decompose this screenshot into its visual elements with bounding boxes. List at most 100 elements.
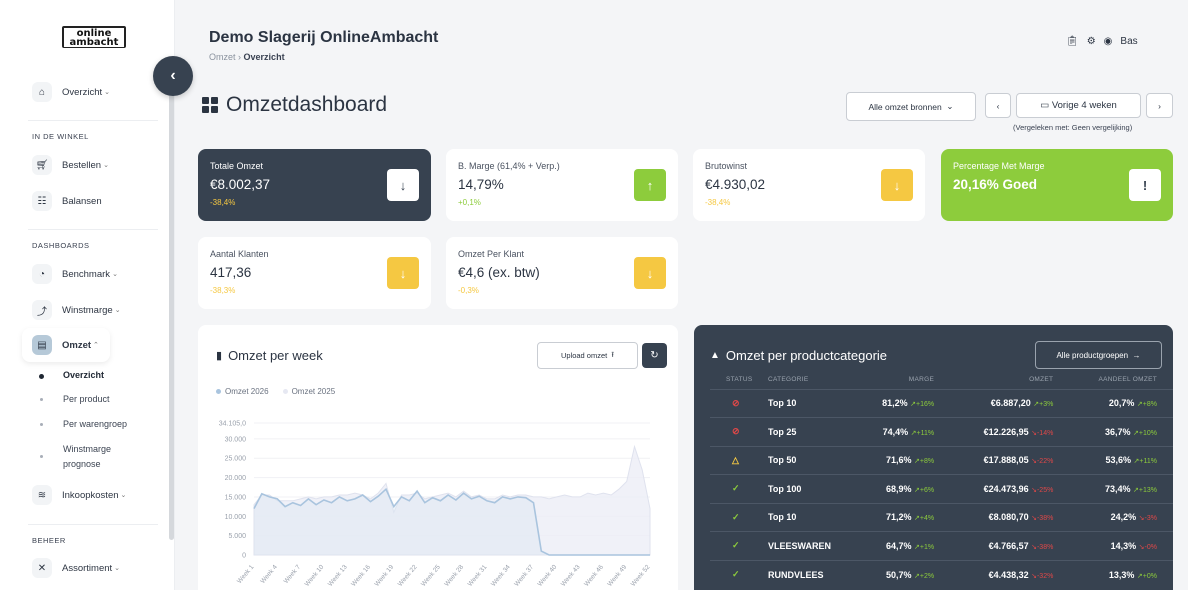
utensils-icon: ✕	[32, 558, 52, 578]
kpi-change: -38,4%	[210, 198, 236, 207]
clipboard-icon[interactable]: 📋︎	[1066, 36, 1079, 47]
kpi-card-revenue-per-customer[interactable]: Omzet Per Klant €4,6 (ex. btw) -0,3% ↓	[446, 237, 678, 309]
sidebar-item-benchmark[interactable]: ◔ Benchmark ⌄	[32, 264, 118, 284]
x-tick-label: Week 4	[259, 563, 279, 585]
change-indicator: ↗+6%	[914, 486, 935, 494]
logo-line1: online	[76, 28, 112, 39]
sidebar-item-revenue-inner: ▤ Omzet ⌃	[32, 335, 99, 355]
kpi-card-margin[interactable]: B. Marge (61,4% + Verp.) 14,79% +0,1% ↑	[446, 149, 678, 221]
divider	[28, 229, 158, 230]
y-tick-label: 25.000	[225, 456, 247, 463]
next-period-button[interactable]: ›	[1146, 93, 1173, 118]
column-header[interactable]: CATEGORIE	[768, 376, 809, 384]
x-tick-label: Week 19	[374, 564, 396, 588]
table-row[interactable]: ✓ Top 10 71,2% ↗+4% €8.080,70 ↘-38% 24,2% ↘-…	[710, 502, 1173, 532]
subitem-per-product[interactable]: Per product	[63, 394, 110, 404]
collapse-sidebar-button[interactable]: ‹	[153, 56, 193, 96]
gear-icon[interactable]: ⚙	[1086, 36, 1096, 47]
chevron-down-icon: ⌄	[104, 89, 110, 96]
column-header[interactable]: MARGE	[908, 376, 935, 384]
category-table: STATUS CATEGORIE MARGE OMZET AANDEEL OMZ…	[710, 371, 1173, 589]
x-tick-label: Week 28	[443, 564, 465, 588]
sidebar-item-revenue[interactable]: ▤ Omzet ⌃	[22, 328, 110, 362]
sidebar-scrollbar[interactable]	[169, 60, 174, 540]
bullet-icon	[40, 398, 43, 401]
legend-item[interactable]: Omzet 2025	[282, 387, 335, 396]
all-product-groups-button[interactable]: Alle productgroepen →	[1035, 341, 1162, 369]
subitem-overview[interactable]: Overzicht	[63, 370, 105, 380]
kpi-value: 417,36	[210, 265, 252, 280]
sidebar-item-assortment[interactable]: ✕ Assortiment ⌄	[32, 558, 120, 578]
status-icon: ✓	[710, 559, 768, 589]
bullet-icon	[39, 374, 44, 379]
kpi-card-margin-percentage[interactable]: Percentage Met Marge 20,16% Goed !	[941, 149, 1173, 221]
kpi-card-gross-profit[interactable]: Brutowinst €4.930,02 -38,4% ↓	[693, 149, 925, 221]
period-selector[interactable]: ▭ Vorige 4 weken	[1016, 93, 1141, 118]
category-cell: Top 25	[768, 417, 856, 446]
x-tick-label: Week 7	[283, 563, 303, 585]
user-name[interactable]: Bas	[1120, 36, 1138, 47]
margin-cell: 81,2% ↗+16%	[855, 388, 951, 418]
sidebar-item-margin[interactable]: ⤴ Winstmarge ⌄	[32, 300, 121, 320]
breadcrumb-separator: ›	[238, 52, 242, 62]
sidebar-item-purchase[interactable]: ≋ Inkoopkosten ⌄	[32, 485, 126, 505]
x-tick-label: Week 46	[583, 564, 605, 588]
table-row[interactable]: △ Top 50 71,6% ↗+8% €17.888,05 ↘-22% 53,6% ↗…	[710, 445, 1173, 475]
x-tick-label: Week 52	[630, 564, 652, 588]
revenue-line-chart: 34.105,0 30.000 25.000 20.000 15.000 10.000 5.…	[219, 421, 652, 588]
breadcrumb-current: Overzicht	[243, 52, 285, 62]
logo[interactable]: online ambacht	[62, 26, 126, 48]
subitem-forecast[interactable]: Winstmarge prognose	[63, 442, 111, 472]
kpi-change: -38,3%	[210, 286, 236, 295]
x-tick-label: Week 43	[560, 564, 582, 588]
comparison-note: (Vergeleken met: Geen vergelijking)	[1013, 123, 1133, 132]
sidebar-item-label: Inkoopkosten	[62, 489, 119, 501]
margin-cell: 74,4% ↗+11%	[855, 417, 951, 446]
share-cell: 36,7% ↗+10%	[1069, 417, 1173, 446]
sidebar-item-orders[interactable]: 🛒︎ Bestellen ⌄	[32, 155, 109, 175]
page-title: Omzetdashboard	[202, 93, 387, 117]
user-icon[interactable]: ◉	[1103, 36, 1113, 47]
table-row[interactable]: ✓ VLEESWAREN 64,7% ↗+1% €4.766,57 ↘-38% 14,3…	[710, 531, 1173, 560]
x-tick-label: Week 22	[397, 564, 419, 588]
source-filter-dropdown[interactable]: Alle omzet bronnen ⌄	[846, 92, 976, 121]
table-row[interactable]: ⊘ Top 25 74,4% ↗+11% €12.226,95 ↘-14% 36,7% …	[710, 417, 1173, 446]
sidebar-item-balances[interactable]: ☷ Balansen	[32, 191, 102, 211]
chevron-down-icon: ⌄	[112, 271, 118, 278]
change-indicator: ↘-38%	[1031, 543, 1054, 551]
sidebar-item-overview[interactable]: ⌂ Overzicht ⌄	[32, 82, 110, 102]
subitem-per-group[interactable]: Per warengroep	[63, 419, 128, 429]
column-header[interactable]: AANDEEL OMZET	[1098, 376, 1157, 384]
checklist-icon: ☷	[32, 191, 52, 211]
kpi-value: €4,6 (ex. btw)	[458, 265, 540, 280]
x-tick-label: Week 16	[350, 564, 372, 588]
change-indicator: ↗+1%	[914, 543, 935, 551]
revenue-cell: €24.473,96 ↘-25%	[950, 474, 1070, 503]
upload-revenue-button[interactable]: Upload omzet ⭱	[537, 342, 638, 369]
table-row[interactable]: ⊘ Top 10 81,2% ↗+16% €6.887,20 ↗+3% 20,7% ↗+…	[710, 388, 1173, 418]
revenue-per-category-panel: ▲ Omzet per productcategorie Alle produc…	[694, 325, 1173, 590]
kpi-label: Aantal Klanten	[210, 249, 269, 259]
x-tick-label: Week 37	[513, 564, 535, 588]
sidebar-item-label: Winstmarge	[62, 304, 113, 316]
table-row[interactable]: ✓ RUNDVLEES 50,7% ↗+2% €4.438,32 ↘-32% 13,3%…	[710, 559, 1173, 589]
margin-cell: 71,2% ↗+4%	[855, 502, 951, 532]
arrow-down-icon: ↓	[387, 169, 419, 201]
column-header[interactable]: OMZET	[1029, 376, 1054, 384]
calendar-icon: ▭	[1040, 100, 1050, 111]
chevron-left-icon: ‹	[996, 100, 1000, 111]
legend-label: Omzet 2026	[225, 387, 269, 396]
subitem-forecast-line1: Winstmarge	[63, 444, 112, 454]
previous-period-button[interactable]: ‹	[985, 93, 1011, 118]
kpi-change: -0,3%	[458, 286, 479, 295]
chevron-down-icon: ⌄	[120, 492, 127, 499]
category-cell: VLEESWAREN	[768, 531, 856, 560]
kpi-card-total-revenue[interactable]: Totale Omzet €8.002,37 -38,4% ↓	[198, 149, 431, 221]
kpi-card-customers[interactable]: Aantal Klanten 417,36 -38,3% ↓	[198, 237, 431, 309]
page-title-text: Omzetdashboard	[226, 93, 388, 116]
legend-item[interactable]: Omzet 2026	[216, 387, 269, 396]
breadcrumb-item[interactable]: Omzet	[209, 52, 236, 62]
change-indicator: ↗+0%	[1136, 572, 1157, 580]
table-row[interactable]: ✓ Top 100 68,9% ↗+6% €24.473,96 ↘-25% 73,4% …	[710, 474, 1173, 503]
refresh-button[interactable]: ↻	[642, 343, 667, 368]
